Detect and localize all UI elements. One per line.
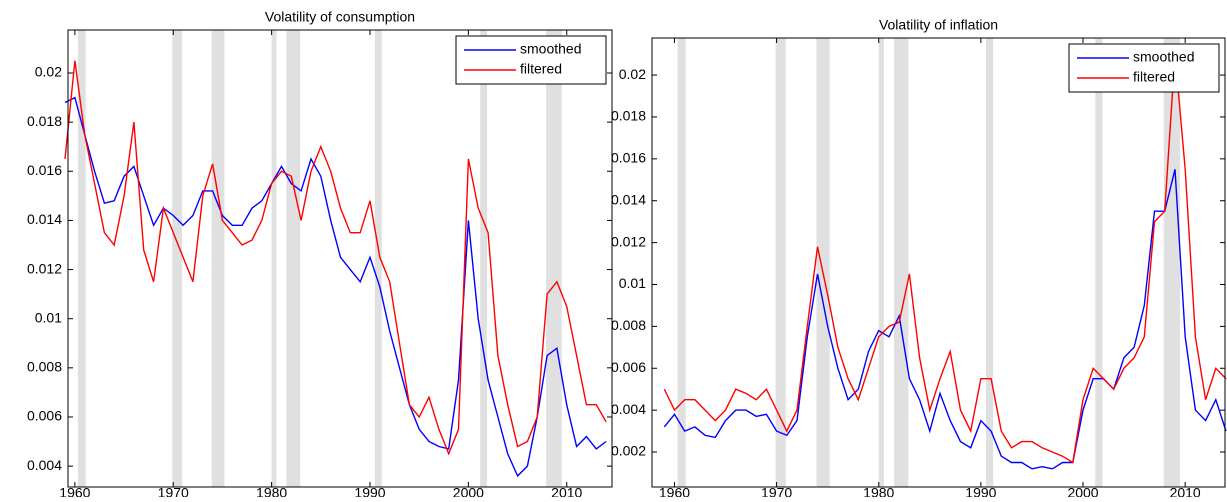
legend: smoothed filtered — [455, 35, 607, 85]
y-tick-label: 0.006 — [611, 359, 646, 375]
x-tick-label: 1970 — [761, 485, 792, 497]
x-tick-label: 2000 — [453, 485, 484, 497]
recession-band — [816, 38, 830, 487]
x-tick-label: 1980 — [863, 485, 894, 497]
plot-area — [652, 38, 1225, 487]
legend-label: filtered — [520, 61, 562, 77]
y-tick-label: 0.008 — [27, 359, 62, 375]
series-line — [64, 96, 607, 478]
y-tick-label: 0.012 — [611, 233, 646, 249]
recession-band — [894, 38, 909, 487]
y-tick-label: 0.016 — [611, 150, 646, 166]
chart-title: Volatility of inflation — [879, 17, 998, 33]
recession-band — [985, 38, 994, 487]
recession-band — [211, 30, 225, 487]
legend-label: smoothed — [1133, 49, 1194, 65]
y-tick-label: 0.016 — [27, 162, 62, 178]
legend-label: filtered — [1133, 69, 1175, 85]
x-tick-label: 1980 — [256, 485, 287, 497]
series-line — [663, 169, 1227, 470]
recession-band — [1163, 38, 1181, 487]
y-tick-label: 0.002 — [611, 443, 646, 459]
x-tick-label: 1990 — [354, 485, 385, 497]
recession-band — [77, 30, 86, 487]
x-tick-label: 2010 — [551, 485, 582, 497]
y-tick-label: 0.01 — [619, 275, 646, 291]
y-tick-label: 0.018 — [27, 113, 62, 129]
chart-title: Volatility of consumption — [265, 9, 415, 25]
x-tick-label: 1960 — [659, 485, 690, 497]
y-tick-label: 0.014 — [27, 211, 62, 227]
x-tick-label: 2000 — [1067, 485, 1098, 497]
series-line — [663, 54, 1227, 464]
y-tick-label: 0.02 — [619, 66, 646, 82]
y-tick-label: 0.008 — [611, 317, 646, 333]
x-tick-label: 1990 — [965, 485, 996, 497]
legend-label: smoothed — [520, 41, 581, 57]
y-tick-label: 0.02 — [35, 64, 62, 80]
recession-band — [878, 38, 884, 487]
y-tick-label: 0.012 — [27, 260, 62, 276]
y-tick-label: 0.006 — [27, 408, 62, 424]
recession-band — [172, 30, 183, 487]
legend-box — [455, 35, 607, 85]
y-tick-label: 0.004 — [27, 457, 62, 473]
axes-box — [651, 37, 1226, 488]
legend: smoothed filtered — [1068, 43, 1220, 93]
legend-box — [1068, 43, 1220, 93]
recession-band — [546, 30, 562, 487]
x-tick-label: 2010 — [1170, 485, 1201, 497]
recession-band — [271, 30, 277, 487]
recession-band — [1095, 38, 1103, 487]
x-tick-label: 1970 — [158, 485, 189, 497]
recession-band — [374, 30, 382, 487]
recession-band — [286, 30, 301, 487]
y-tick-label: 0.014 — [611, 191, 646, 207]
x-tick-label: 1960 — [59, 485, 90, 497]
y-tick-label: 0.004 — [611, 401, 646, 417]
axes-box — [67, 29, 613, 488]
recession-band — [775, 38, 786, 487]
y-tick-label: 0.01 — [35, 309, 62, 325]
y-tick-label: 0.018 — [611, 108, 646, 124]
recession-band — [677, 38, 686, 487]
recession-band — [480, 30, 488, 487]
plot-area — [68, 30, 612, 487]
series-line — [64, 60, 607, 456]
